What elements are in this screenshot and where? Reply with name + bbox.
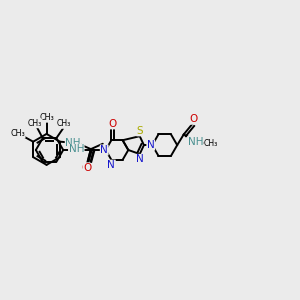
- Text: NH: NH: [65, 138, 81, 148]
- Text: CH₃: CH₃: [28, 119, 42, 128]
- Text: CH₃: CH₃: [57, 119, 71, 128]
- Text: CH₃: CH₃: [11, 129, 25, 138]
- Text: O: O: [108, 119, 117, 129]
- Text: N: N: [147, 140, 154, 150]
- Text: NH: NH: [188, 136, 203, 146]
- Text: N: N: [107, 160, 115, 170]
- Text: O: O: [82, 163, 90, 173]
- Text: CH₃: CH₃: [204, 140, 218, 148]
- Text: N: N: [100, 145, 108, 155]
- Text: O: O: [189, 114, 197, 124]
- Text: N: N: [136, 154, 144, 164]
- Text: O: O: [83, 164, 92, 173]
- Text: S: S: [137, 126, 143, 136]
- Text: NH: NH: [68, 144, 84, 154]
- Text: CH₃: CH₃: [39, 113, 54, 122]
